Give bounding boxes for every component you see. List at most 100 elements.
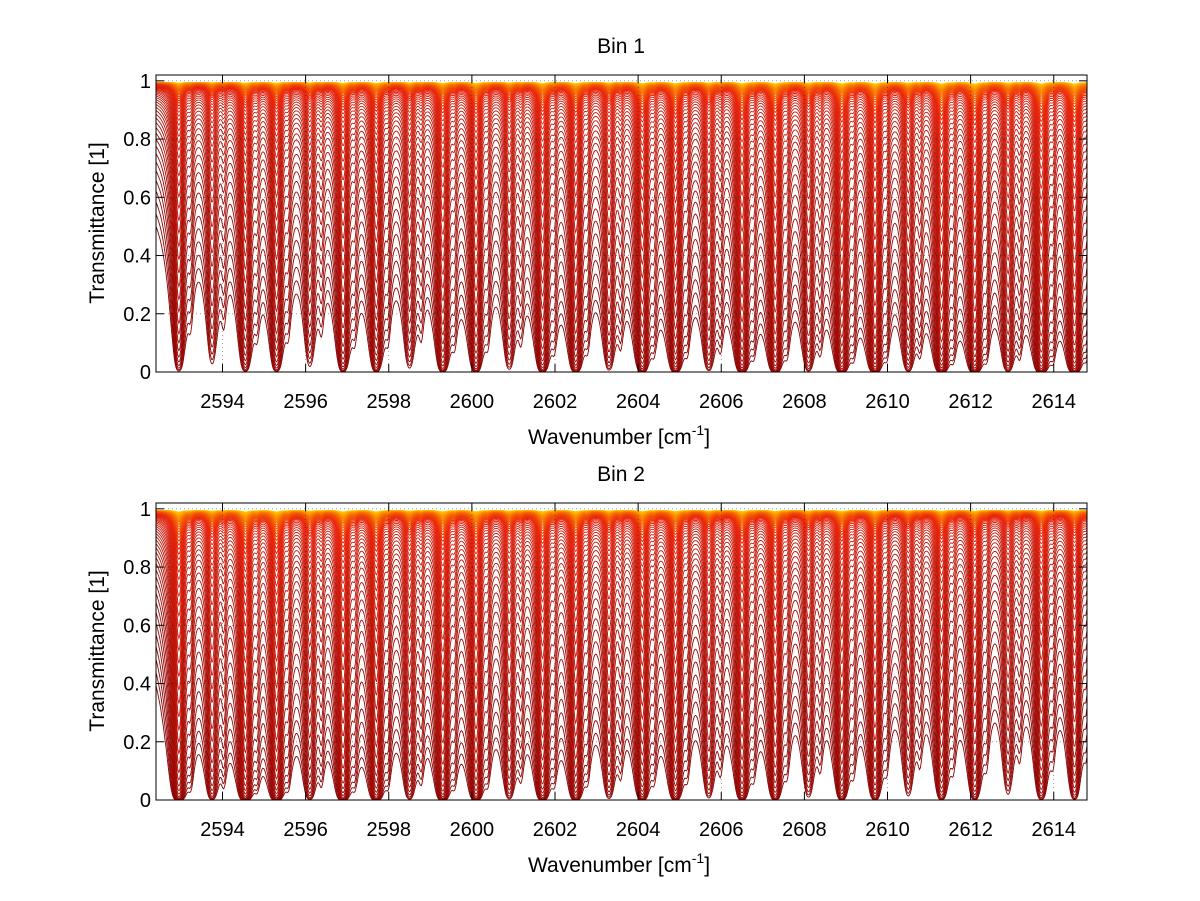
y-tick-label: 0.2 xyxy=(123,732,151,754)
spectrum-series-line xyxy=(156,547,1087,744)
x-tick-label: 2604 xyxy=(616,819,661,841)
bin-1-ylabel: Transmittance [1] xyxy=(86,142,109,303)
y-tick-label: 0.6 xyxy=(123,187,151,209)
spectrum-series-line xyxy=(156,634,1087,800)
bin-1-y-ticks: 0 0.2 0.4 0.6 0.8 1 xyxy=(123,71,1087,384)
spectrum-series-line xyxy=(156,83,1087,114)
spectrum-series-line xyxy=(156,85,1087,133)
bin-1-xlabel-end: ] xyxy=(704,426,710,449)
spectrum-series-line xyxy=(156,512,1087,542)
x-tick-label: 2602 xyxy=(533,391,578,413)
y-tick-label: 0 xyxy=(140,362,151,384)
spectrum-series-line xyxy=(156,104,1087,291)
spectrum-series-line xyxy=(156,569,1087,781)
spectrum-series-line xyxy=(156,512,1087,546)
bin-2-xlabel-main: Wavenumber [cm xyxy=(528,854,692,877)
spectrum-series-line xyxy=(156,517,1087,589)
spectrum-series-line xyxy=(156,122,1087,346)
bin-2-xlabel: Wavenumber [cm-1] xyxy=(528,850,710,877)
spectrum-series-line xyxy=(156,530,1087,677)
x-tick-label: 2596 xyxy=(283,391,328,413)
spectrum-series-line xyxy=(156,86,1087,146)
spectrum-series-line xyxy=(156,145,1087,367)
y-tick-label: 1 xyxy=(140,71,151,93)
spectrum-series-line xyxy=(156,524,1087,640)
x-tick-label: 2606 xyxy=(699,819,744,841)
spectrum-series-line xyxy=(156,522,1087,629)
spectrum-series-line xyxy=(156,226,1087,372)
spectrum-series-line xyxy=(156,132,1087,359)
spectrum-series-line xyxy=(156,85,1087,139)
spectrum-series-line xyxy=(156,161,1087,371)
spectrum-series-line xyxy=(156,646,1087,800)
bin-2-panel: Bin 2 2594 2596 2598 2600 2602 2604 2606 2608 26… xyxy=(86,463,1088,877)
x-tick-label: 2596 xyxy=(283,819,328,841)
spectrum-series-line xyxy=(156,612,1087,799)
x-tick-label: 2598 xyxy=(367,819,412,841)
bin-1-title: Bin 1 xyxy=(597,35,645,58)
spectrum-series-line xyxy=(156,514,1087,561)
spectrum-series-line xyxy=(156,127,1087,354)
x-tick-label: 2600 xyxy=(450,391,495,413)
spectrum-series-line xyxy=(156,117,1087,338)
spectrum-series-line xyxy=(156,563,1087,774)
x-tick-label: 2610 xyxy=(865,819,910,841)
spectrum-series-line xyxy=(156,84,1087,118)
y-tick-label: 0.8 xyxy=(123,129,151,151)
spectrum-series-line xyxy=(156,526,1087,653)
spectrum-series-line xyxy=(156,539,1087,718)
x-tick-label: 2594 xyxy=(200,391,245,413)
spectrum-series-line xyxy=(156,88,1087,170)
y-tick-label: 0.6 xyxy=(123,615,151,637)
bin-2-title: Bin 2 xyxy=(597,463,645,486)
y-tick-label: 0.4 xyxy=(123,246,151,268)
y-tick-label: 0.4 xyxy=(123,674,151,696)
spectrum-series-line xyxy=(156,685,1087,800)
spectrum-series-line xyxy=(156,213,1087,372)
spectrum-series-line xyxy=(156,93,1087,225)
spectrum-series-line xyxy=(156,153,1087,370)
spectrum-series-line xyxy=(156,516,1087,581)
spectrum-series-line xyxy=(156,180,1087,372)
spectrum-series-line xyxy=(156,110,1087,316)
spectrum-series-line xyxy=(156,557,1087,765)
spectrum-series-line xyxy=(156,97,1087,251)
spectrum-series-line xyxy=(156,533,1087,691)
spectrum-series-line xyxy=(156,91,1087,201)
spectrum-series-line xyxy=(156,513,1087,556)
bin-1-xlabel-main: Wavenumber [cm xyxy=(528,426,692,449)
spectrum-series-line xyxy=(156,515,1087,574)
spectrum-series-line xyxy=(156,101,1087,278)
spectrum-series-line xyxy=(156,543,1087,732)
spectrum-series-line xyxy=(156,512,1087,539)
spectrum-series-line xyxy=(156,576,1087,787)
x-tick-label: 2608 xyxy=(782,391,827,413)
bin-2-xlabel-end: ] xyxy=(704,854,710,877)
bin-2-x-ticks: 2594 2596 2598 2600 2602 2604 2606 2608 2610 2612… xyxy=(200,503,1076,841)
bin-2-axes-box xyxy=(155,502,1088,801)
x-tick-label: 2598 xyxy=(367,391,412,413)
spectrum-series-line xyxy=(156,201,1087,372)
spectrum-series-line xyxy=(156,83,1087,105)
spectrum-series-line xyxy=(156,659,1087,800)
spectrum-series-line xyxy=(156,536,1087,704)
spectrum-series-line xyxy=(156,602,1087,798)
spectrum-series-line xyxy=(156,83,1087,108)
spectrum-series-line xyxy=(156,95,1087,238)
bin-1-grid xyxy=(156,75,1087,373)
spectrum-series-line xyxy=(156,552,1087,755)
spectrum-series-line xyxy=(156,87,1087,161)
spectrum-series-line xyxy=(156,513,1087,551)
x-tick-label: 2604 xyxy=(616,391,661,413)
x-tick-label: 2602 xyxy=(533,819,578,841)
x-tick-label: 2612 xyxy=(948,391,993,413)
spectrum-series-line xyxy=(156,90,1087,190)
spectrum-series-line xyxy=(156,106,1087,304)
spectrum-series-line xyxy=(156,139,1087,364)
bin-1-axes-box xyxy=(155,74,1088,373)
spectrum-series-line xyxy=(156,190,1087,372)
spectrum-series-line xyxy=(156,515,1087,567)
spectrum-series-line xyxy=(156,89,1087,180)
spectrum-series-line xyxy=(156,170,1087,372)
